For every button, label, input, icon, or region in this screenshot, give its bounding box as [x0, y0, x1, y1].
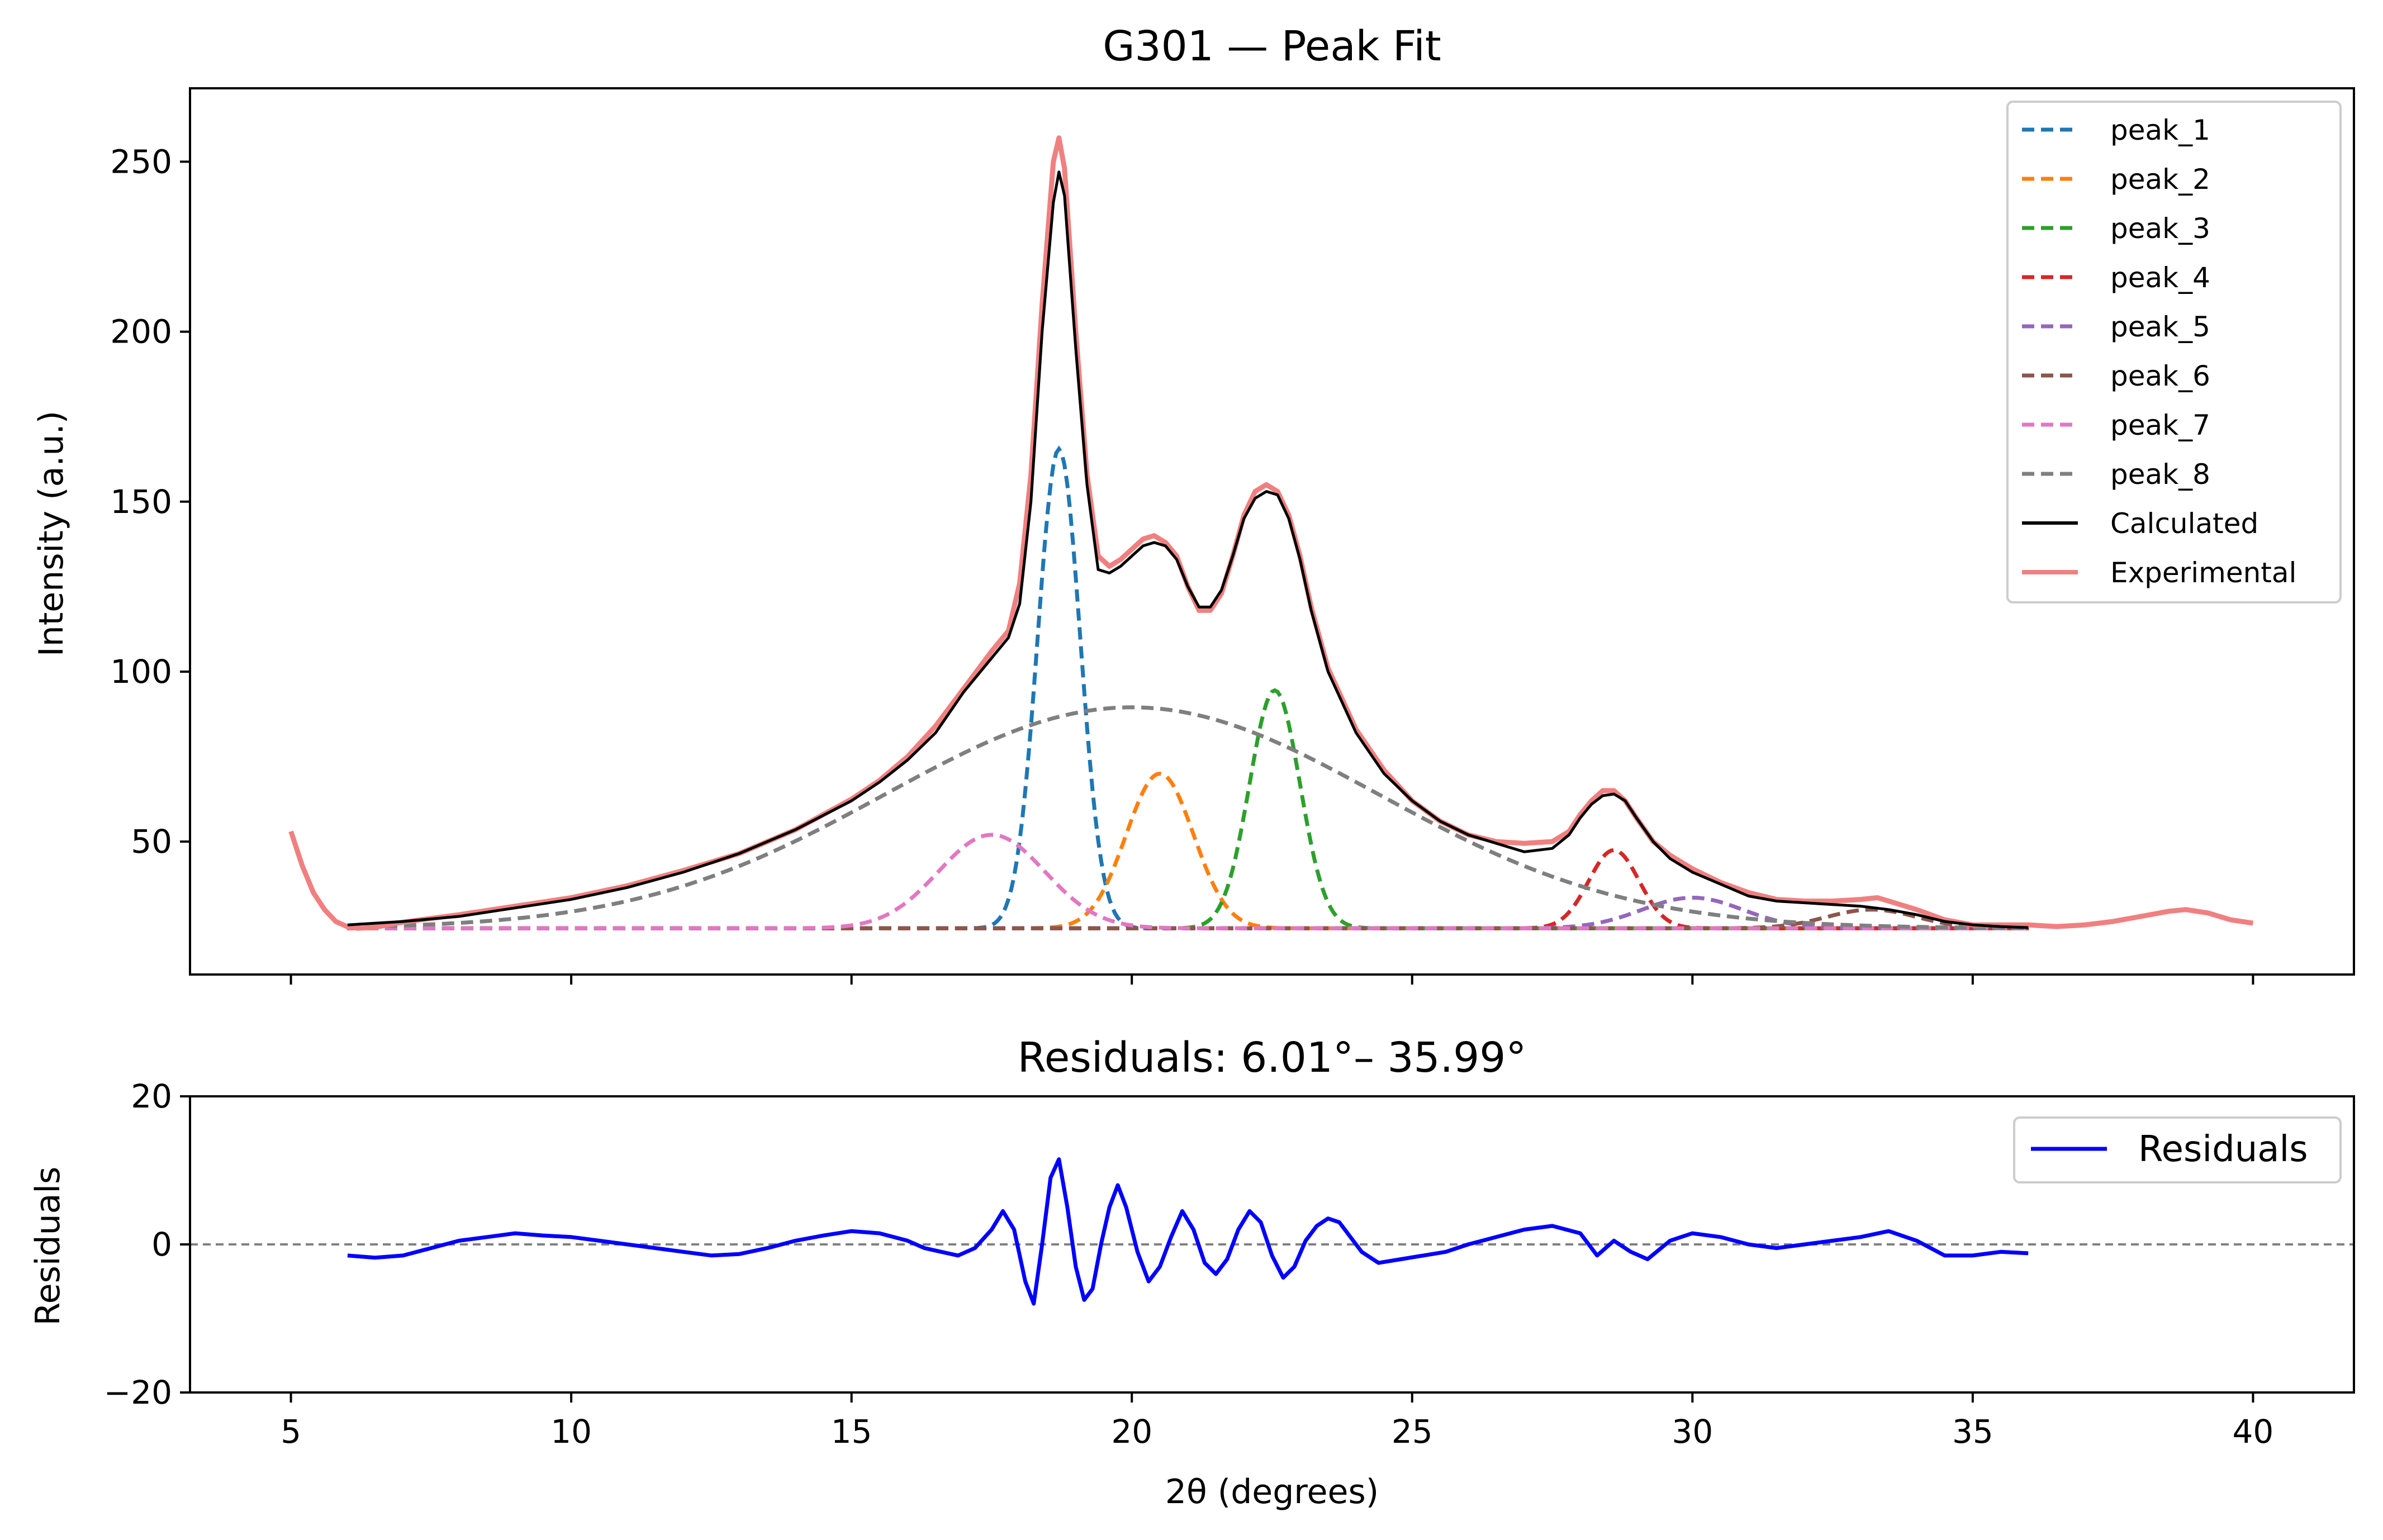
main-plot: G301 — Peak Fit Intensity (a.u.) 50 100 15…	[32, 22, 2355, 985]
main-plot-frame	[189, 87, 2355, 976]
residuals-legend: Residuals	[2013, 1116, 2342, 1183]
main-series-layer	[288, 135, 2254, 931]
residuals-chart-title: Residuals: 6.01°– 35.99°	[1018, 1034, 1527, 1082]
residuals-x-tick-label: 15	[831, 1413, 872, 1451]
residuals-series-layer	[190, 1157, 2354, 1306]
residuals-x-tick-label: 25	[1392, 1413, 1433, 1451]
series-experimental	[288, 135, 2254, 931]
legend-residuals-label: Residuals	[2138, 1129, 2308, 1170]
residuals-x-tick-label: 10	[550, 1413, 592, 1451]
legend-peak_1-label: peak_1	[2110, 114, 2210, 146]
legend-peak_5-label: peak_5	[2110, 311, 2210, 343]
main-y-tick-label: 150	[110, 483, 172, 521]
residuals-plot: Residuals: 6.01°– 35.99° Residuals 2θ (d…	[29, 1034, 2355, 1512]
legend-peak_3-label: peak_3	[2110, 212, 2210, 245]
legend-peak_8-label: peak_8	[2110, 458, 2210, 491]
main-y-tick-label: 100	[110, 653, 172, 691]
residuals-y-tick-label: 20	[131, 1077, 172, 1115]
series-peak_7	[346, 833, 2029, 930]
main-y-tick-label: 200	[110, 313, 172, 351]
residuals-y-tick-label: 0	[151, 1225, 172, 1263]
main-legend-box	[2006, 101, 2342, 603]
main-y-tick-label: 50	[131, 823, 172, 861]
residuals-x-tick-label: 5	[281, 1413, 301, 1451]
residuals-ticks-layer: 5 10 15 20 25 30 35 40 −20 0 20	[104, 1077, 2274, 1451]
residuals-x-tick-label: 30	[1672, 1413, 1713, 1451]
series-residuals	[347, 1157, 2029, 1306]
residuals-x-tick-label: 35	[1952, 1413, 1993, 1451]
legend-peak_4-label: peak_4	[2110, 262, 2210, 294]
series-peak_8	[346, 705, 2029, 930]
legend-peak_2-label: peak_2	[2110, 163, 2210, 196]
legend-peak_6-label: peak_6	[2110, 360, 2210, 392]
main-y-axis-label: Intensity (a.u.)	[32, 411, 71, 657]
main-legend: peak_1 peak_2 peak_3 peak_4 peak_5 peak_…	[2006, 101, 2342, 603]
residuals-y-tick-label: −20	[104, 1373, 172, 1411]
residuals-x-tick-label: 20	[1111, 1413, 1152, 1451]
main-chart-title: G301 — Peak Fit	[1103, 22, 1441, 70]
residuals-x-tick-label: 40	[2233, 1413, 2274, 1451]
residuals-plot-frame	[189, 1095, 2355, 1394]
residuals-x-axis-label: 2θ (degrees)	[1165, 1472, 1379, 1512]
series-peak_1	[346, 445, 2029, 930]
series-calculated	[347, 170, 2029, 929]
residuals-legend-box	[2013, 1116, 2342, 1183]
legend-experimental-label: Experimental	[2110, 557, 2296, 589]
residuals-y-axis-label: Residuals	[29, 1167, 68, 1326]
main-y-tick-label: 250	[110, 142, 172, 180]
legend-calculated-label: Calculated	[2110, 507, 2258, 540]
main-ticks-layer: 50 100 150 200 250	[110, 142, 2254, 985]
legend-peak_7-label: peak_7	[2110, 409, 2210, 441]
